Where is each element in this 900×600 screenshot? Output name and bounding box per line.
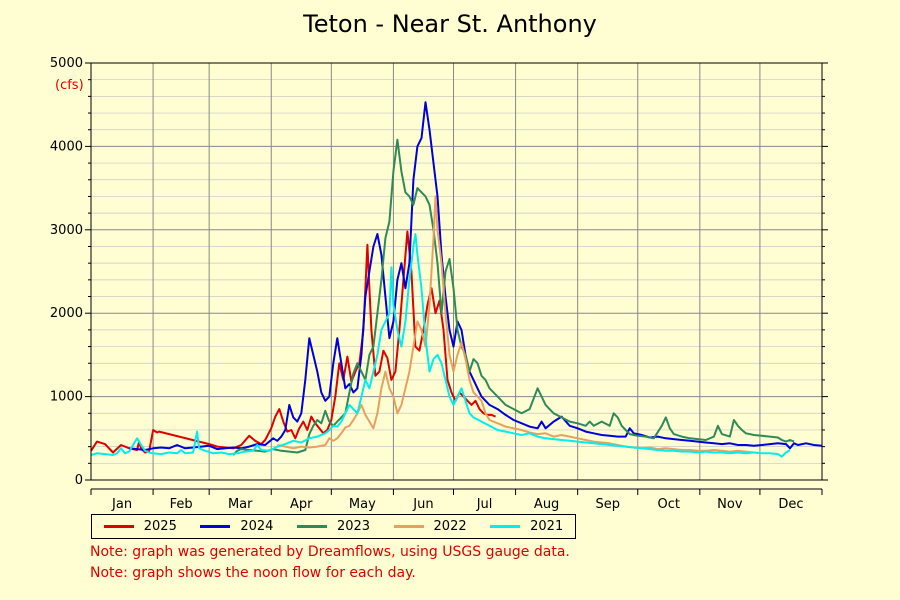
- x-tick-label: Sep: [595, 497, 620, 512]
- plot-frame: [90, 62, 823, 481]
- y-tick-label: 0: [75, 473, 83, 488]
- y-axis-unit-label: (cfs): [55, 78, 84, 93]
- legend: 2025 2024 2023 2022 2021: [91, 514, 576, 539]
- y-tick-label: 2000: [50, 306, 83, 321]
- series-line-2023: [232, 138, 795, 456]
- note-noon-flow: Note: graph shows the noon flow for each…: [90, 565, 416, 581]
- legend-label: 2021: [530, 519, 564, 534]
- legend-label: 2022: [433, 519, 467, 534]
- legend-item-2022: 2022: [393, 519, 467, 534]
- legend-label: 2024: [240, 519, 274, 534]
- legend-swatch: [393, 525, 424, 528]
- legend-label: 2023: [336, 519, 371, 534]
- series-line-2024: [129, 101, 823, 451]
- x-tick-label: Nov: [717, 497, 743, 512]
- grid: [90, 62, 823, 481]
- legend-item-2021: 2021: [490, 519, 563, 534]
- x-tick-label: Apr: [290, 497, 313, 512]
- x-tick-label: Dec: [778, 497, 803, 512]
- legend-item-2024: 2024: [200, 519, 273, 534]
- x-tick-label: Feb: [170, 497, 193, 512]
- x-tick-label: Jul: [476, 497, 493, 512]
- y-tick-label: 4000: [50, 139, 83, 154]
- series-line-2025: [90, 230, 496, 454]
- legend-swatch: [200, 525, 231, 528]
- x-tick-label: Jan: [111, 497, 132, 512]
- y-tick-label: 3000: [50, 223, 83, 238]
- series-lines: [90, 101, 823, 458]
- x-tick-label: Oct: [658, 497, 680, 512]
- y-tick-label: 5000: [50, 56, 83, 71]
- y-tick-label: 1000: [50, 390, 83, 405]
- x-tick-label: May: [349, 497, 376, 512]
- chart-title: Teton - Near St. Anthony: [303, 10, 597, 38]
- x-tick-label: Aug: [534, 497, 559, 512]
- legend-item-2025: 2025: [103, 519, 177, 534]
- x-tick-label: Mar: [228, 497, 253, 512]
- x-tick-label: Jun: [412, 497, 433, 512]
- note-source: Note: graph was generated by Dreamflows,…: [90, 544, 570, 560]
- legend-swatch: [490, 525, 521, 528]
- legend-swatch: [296, 525, 327, 528]
- legend-item-2023: 2023: [296, 519, 371, 534]
- series-line-2021: [90, 233, 791, 458]
- legend-swatch: [103, 525, 134, 528]
- legend-label: 2025: [143, 519, 177, 534]
- axes: 0 1000 2000 3000 4000 5000 Jan Feb Mar Apr May Jun J…: [50, 56, 828, 512]
